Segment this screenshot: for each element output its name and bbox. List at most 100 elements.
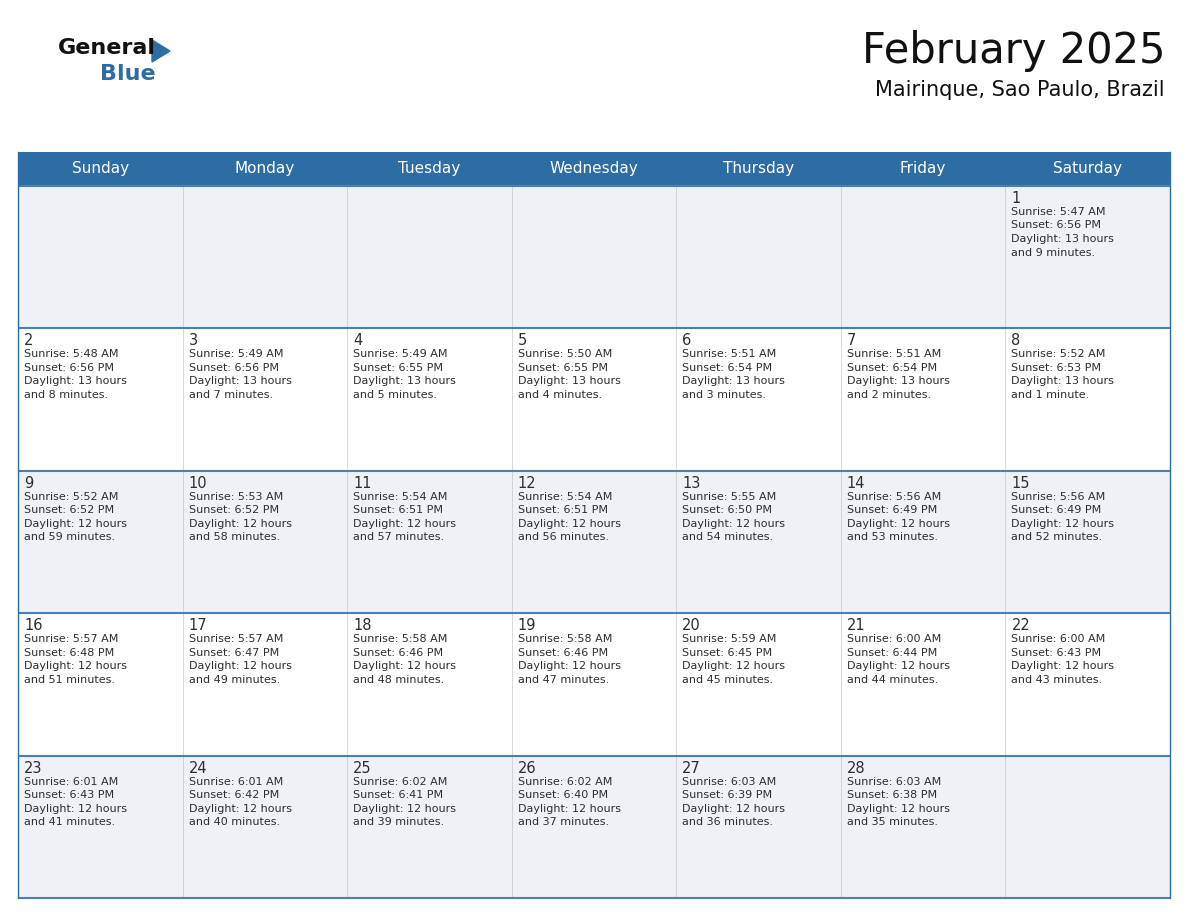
Text: and 1 minute.: and 1 minute. bbox=[1011, 390, 1089, 400]
Bar bbox=[183, 471, 347, 613]
Bar bbox=[676, 329, 841, 471]
Text: and 58 minutes.: and 58 minutes. bbox=[189, 532, 279, 543]
Text: Friday: Friday bbox=[901, 162, 947, 176]
Bar bbox=[183, 613, 347, 756]
Text: Daylight: 12 hours: Daylight: 12 hours bbox=[518, 803, 620, 813]
Text: Sunset: 6:39 PM: Sunset: 6:39 PM bbox=[682, 790, 772, 800]
Text: Sunrise: 5:57 AM: Sunrise: 5:57 AM bbox=[189, 634, 283, 644]
Text: 7: 7 bbox=[847, 333, 857, 349]
Text: Daylight: 12 hours: Daylight: 12 hours bbox=[189, 519, 291, 529]
Text: 15: 15 bbox=[1011, 476, 1030, 491]
Text: Daylight: 12 hours: Daylight: 12 hours bbox=[847, 803, 950, 813]
Text: Sunrise: 6:03 AM: Sunrise: 6:03 AM bbox=[847, 777, 941, 787]
Text: 21: 21 bbox=[847, 618, 866, 633]
Text: Daylight: 12 hours: Daylight: 12 hours bbox=[353, 803, 456, 813]
Bar bbox=[841, 186, 1005, 329]
Text: 12: 12 bbox=[518, 476, 536, 491]
Text: 8: 8 bbox=[1011, 333, 1020, 349]
Bar bbox=[1005, 471, 1170, 613]
Text: Sunset: 6:42 PM: Sunset: 6:42 PM bbox=[189, 790, 279, 800]
Text: Daylight: 12 hours: Daylight: 12 hours bbox=[24, 661, 127, 671]
Text: Sunset: 6:43 PM: Sunset: 6:43 PM bbox=[24, 790, 114, 800]
Text: and 7 minutes.: and 7 minutes. bbox=[189, 390, 273, 400]
Text: Sunset: 6:38 PM: Sunset: 6:38 PM bbox=[847, 790, 937, 800]
Text: Sunset: 6:55 PM: Sunset: 6:55 PM bbox=[518, 363, 608, 373]
Text: 14: 14 bbox=[847, 476, 865, 491]
Text: Sunrise: 6:02 AM: Sunrise: 6:02 AM bbox=[353, 777, 448, 787]
Bar bbox=[1005, 186, 1170, 329]
Text: and 9 minutes.: and 9 minutes. bbox=[1011, 248, 1095, 258]
Bar bbox=[512, 329, 676, 471]
Text: 26: 26 bbox=[518, 761, 536, 776]
Bar bbox=[18, 471, 183, 613]
Text: Sunset: 6:54 PM: Sunset: 6:54 PM bbox=[682, 363, 772, 373]
Text: Sunset: 6:52 PM: Sunset: 6:52 PM bbox=[24, 505, 114, 515]
Text: 3: 3 bbox=[189, 333, 197, 349]
Text: Sunset: 6:44 PM: Sunset: 6:44 PM bbox=[847, 648, 937, 657]
Text: Monday: Monday bbox=[235, 162, 295, 176]
Text: 13: 13 bbox=[682, 476, 701, 491]
Bar bbox=[18, 613, 183, 756]
Text: Sunrise: 5:49 AM: Sunrise: 5:49 AM bbox=[353, 350, 448, 360]
Text: Sunrise: 5:52 AM: Sunrise: 5:52 AM bbox=[1011, 350, 1106, 360]
Bar bbox=[347, 329, 512, 471]
Text: Daylight: 12 hours: Daylight: 12 hours bbox=[682, 519, 785, 529]
Text: Sunrise: 5:51 AM: Sunrise: 5:51 AM bbox=[682, 350, 777, 360]
Polygon shape bbox=[152, 40, 170, 62]
Bar bbox=[841, 756, 1005, 898]
Text: and 43 minutes.: and 43 minutes. bbox=[1011, 675, 1102, 685]
Text: and 2 minutes.: and 2 minutes. bbox=[847, 390, 931, 400]
Text: Wednesday: Wednesday bbox=[550, 162, 638, 176]
Text: and 41 minutes.: and 41 minutes. bbox=[24, 817, 115, 827]
Bar bbox=[841, 613, 1005, 756]
Bar bbox=[347, 756, 512, 898]
Bar bbox=[1005, 756, 1170, 898]
Text: 2: 2 bbox=[24, 333, 33, 349]
Text: Daylight: 12 hours: Daylight: 12 hours bbox=[189, 661, 291, 671]
Text: 18: 18 bbox=[353, 618, 372, 633]
Bar bbox=[18, 186, 183, 329]
Text: Sunrise: 5:54 AM: Sunrise: 5:54 AM bbox=[518, 492, 612, 502]
Text: Sunrise: 5:56 AM: Sunrise: 5:56 AM bbox=[847, 492, 941, 502]
Bar bbox=[676, 756, 841, 898]
Text: Sunset: 6:53 PM: Sunset: 6:53 PM bbox=[1011, 363, 1101, 373]
Text: Sunset: 6:49 PM: Sunset: 6:49 PM bbox=[847, 505, 937, 515]
Text: Sunrise: 6:01 AM: Sunrise: 6:01 AM bbox=[189, 777, 283, 787]
Text: and 4 minutes.: and 4 minutes. bbox=[518, 390, 602, 400]
Text: Daylight: 12 hours: Daylight: 12 hours bbox=[682, 661, 785, 671]
Text: Sunrise: 5:57 AM: Sunrise: 5:57 AM bbox=[24, 634, 119, 644]
Text: 23: 23 bbox=[24, 761, 43, 776]
Text: Sunset: 6:56 PM: Sunset: 6:56 PM bbox=[24, 363, 114, 373]
Text: and 51 minutes.: and 51 minutes. bbox=[24, 675, 115, 685]
Text: Daylight: 13 hours: Daylight: 13 hours bbox=[518, 376, 620, 386]
Bar bbox=[512, 756, 676, 898]
Text: and 40 minutes.: and 40 minutes. bbox=[189, 817, 279, 827]
Bar bbox=[183, 756, 347, 898]
Text: Sunrise: 5:56 AM: Sunrise: 5:56 AM bbox=[1011, 492, 1106, 502]
Text: Daylight: 12 hours: Daylight: 12 hours bbox=[1011, 519, 1114, 529]
Text: and 48 minutes.: and 48 minutes. bbox=[353, 675, 444, 685]
Text: Daylight: 13 hours: Daylight: 13 hours bbox=[847, 376, 949, 386]
Text: 19: 19 bbox=[518, 618, 536, 633]
Text: and 45 minutes.: and 45 minutes. bbox=[682, 675, 773, 685]
Text: Sunset: 6:51 PM: Sunset: 6:51 PM bbox=[518, 505, 608, 515]
Text: Sunset: 6:47 PM: Sunset: 6:47 PM bbox=[189, 648, 279, 657]
Bar bbox=[1005, 329, 1170, 471]
Text: Sunset: 6:46 PM: Sunset: 6:46 PM bbox=[353, 648, 443, 657]
Text: Daylight: 13 hours: Daylight: 13 hours bbox=[353, 376, 456, 386]
Text: Daylight: 12 hours: Daylight: 12 hours bbox=[682, 803, 785, 813]
Text: Tuesday: Tuesday bbox=[398, 162, 461, 176]
Text: 25: 25 bbox=[353, 761, 372, 776]
Text: Sunrise: 5:59 AM: Sunrise: 5:59 AM bbox=[682, 634, 777, 644]
Text: Sunrise: 5:52 AM: Sunrise: 5:52 AM bbox=[24, 492, 119, 502]
Text: 24: 24 bbox=[189, 761, 207, 776]
Text: and 8 minutes.: and 8 minutes. bbox=[24, 390, 108, 400]
Text: Sunrise: 6:01 AM: Sunrise: 6:01 AM bbox=[24, 777, 119, 787]
Bar bbox=[512, 471, 676, 613]
Text: Daylight: 13 hours: Daylight: 13 hours bbox=[1011, 234, 1114, 244]
Text: Sunset: 6:46 PM: Sunset: 6:46 PM bbox=[518, 648, 608, 657]
Text: Sunrise: 5:51 AM: Sunrise: 5:51 AM bbox=[847, 350, 941, 360]
Text: Sunrise: 6:02 AM: Sunrise: 6:02 AM bbox=[518, 777, 612, 787]
Text: 20: 20 bbox=[682, 618, 701, 633]
Text: Sunrise: 5:53 AM: Sunrise: 5:53 AM bbox=[189, 492, 283, 502]
